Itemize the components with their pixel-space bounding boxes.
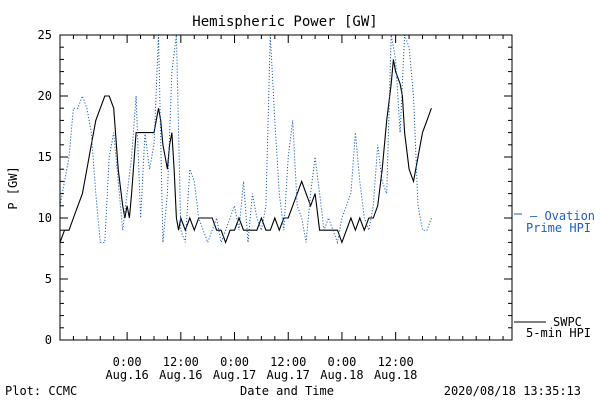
y-tick-label: 20 — [38, 89, 52, 103]
y-tick-label: 10 — [38, 211, 52, 225]
y-tick-label: 25 — [38, 28, 52, 42]
x-tick-date-label: Aug.16 — [159, 368, 202, 382]
x-tick-time-label: 0:00 — [220, 355, 249, 369]
x-tick-time-label: 0:00 — [327, 355, 356, 369]
x-axis-label: Date and Time — [240, 384, 334, 398]
legend-swpc-line1: SWPC — [553, 315, 582, 329]
legend-ovation-line2: Prime HPI — [526, 221, 591, 235]
series-swpc-line — [59, 59, 432, 245]
legend-ovation-line1: — Ovation — [530, 209, 595, 223]
y-tick-label: 5 — [45, 272, 52, 286]
timestamp: 2020/08/18 13:35:13 — [444, 384, 581, 398]
x-tick-time-label: 12:00 — [270, 355, 306, 369]
x-tick-date-label: Aug.17 — [213, 368, 256, 382]
legend-swpc-line2: 5-min HPI — [526, 326, 591, 340]
x-tick-time-label: 12:00 — [378, 355, 414, 369]
x-tick-date-label: Aug.18 — [320, 368, 363, 382]
x-tick-date-label: Aug.16 — [105, 368, 148, 382]
plot-frame — [59, 34, 513, 341]
legend: — Ovation Prime HPI SWPC 5-min HPI — [526, 209, 595, 340]
x-tick-time-label: 12:00 — [163, 355, 199, 369]
plot-area: 05101520250:00Aug.1612:00Aug.160:00Aug.1… — [38, 28, 546, 382]
chart-title: Hemispheric Power [GW] — [192, 14, 377, 30]
plot-credit: Plot: CCMC — [5, 384, 77, 398]
x-tick-date-label: Aug.17 — [267, 368, 310, 382]
y-tick-label: 0 — [45, 333, 52, 347]
y-tick-label: 15 — [38, 150, 52, 164]
y-axis-label: P [GW] — [6, 166, 20, 209]
x-tick-time-label: 0:00 — [113, 355, 142, 369]
x-tick-date-label: Aug.18 — [374, 368, 417, 382]
series-ovation-prime-line — [59, 34, 432, 245]
